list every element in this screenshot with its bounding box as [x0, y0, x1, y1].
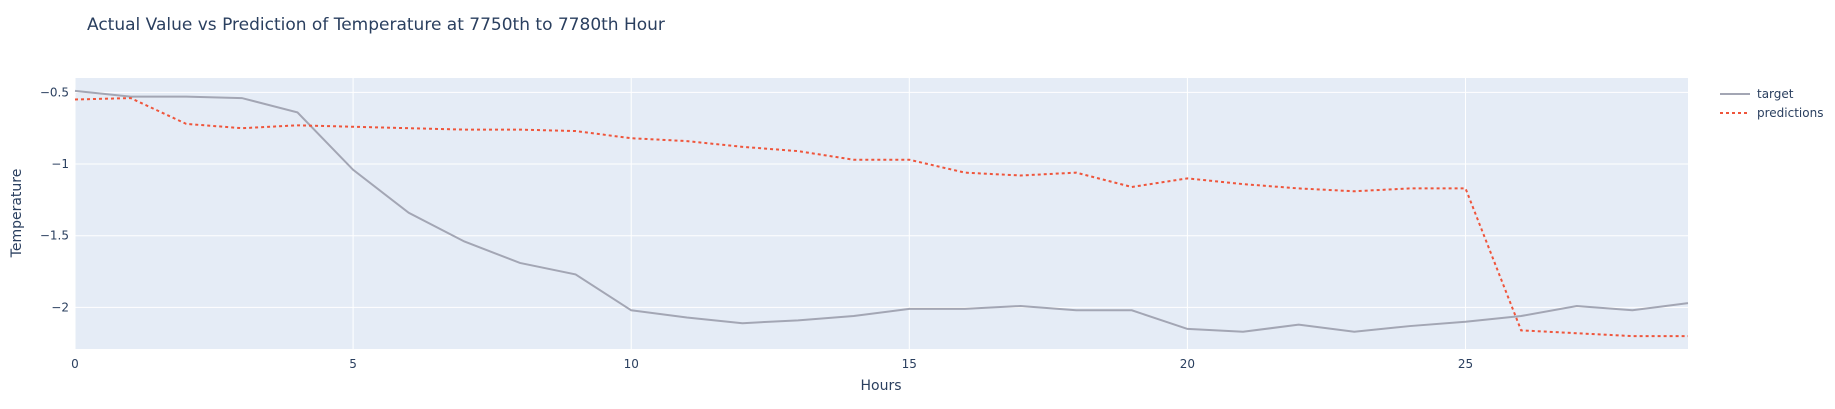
x-tick-label: 10 [624, 357, 639, 371]
chart-title: Actual Value vs Prediction of Temperatur… [87, 15, 665, 35]
y-tick-label: −1 [51, 157, 69, 171]
x-tick-label: 15 [902, 357, 917, 371]
legend-label: target [1757, 87, 1794, 101]
legend-item-predictions[interactable]: predictions [1720, 106, 1823, 120]
series-line-predictions [74, 97, 1688, 338]
y-tick-label: −2 [51, 300, 69, 314]
y-tick-label: −1.5 [40, 229, 69, 243]
legend-item-target[interactable]: target [1720, 87, 1794, 101]
x-tick-label: 20 [1180, 357, 1195, 371]
series-lines [74, 89, 1689, 338]
x-tick-label: 5 [349, 357, 357, 371]
y-axis-title: Temperature [9, 169, 25, 259]
grid-lines [74, 78, 1688, 349]
plot-area [75, 78, 1688, 349]
y-tick-labels: −0.5 −1 −1.5 −2 [40, 85, 69, 314]
x-axis-title: Hours [860, 378, 901, 394]
x-tick-label: 25 [1458, 357, 1473, 371]
legend-label: predictions [1757, 106, 1823, 120]
x-tick-label: 0 [71, 357, 79, 371]
series-line-target [74, 89, 1689, 333]
x-tick-labels: 0 5 10 15 20 25 [71, 357, 1473, 371]
y-tick-label: −0.5 [40, 85, 69, 99]
legend[interactable]: target predictions [1720, 87, 1823, 120]
